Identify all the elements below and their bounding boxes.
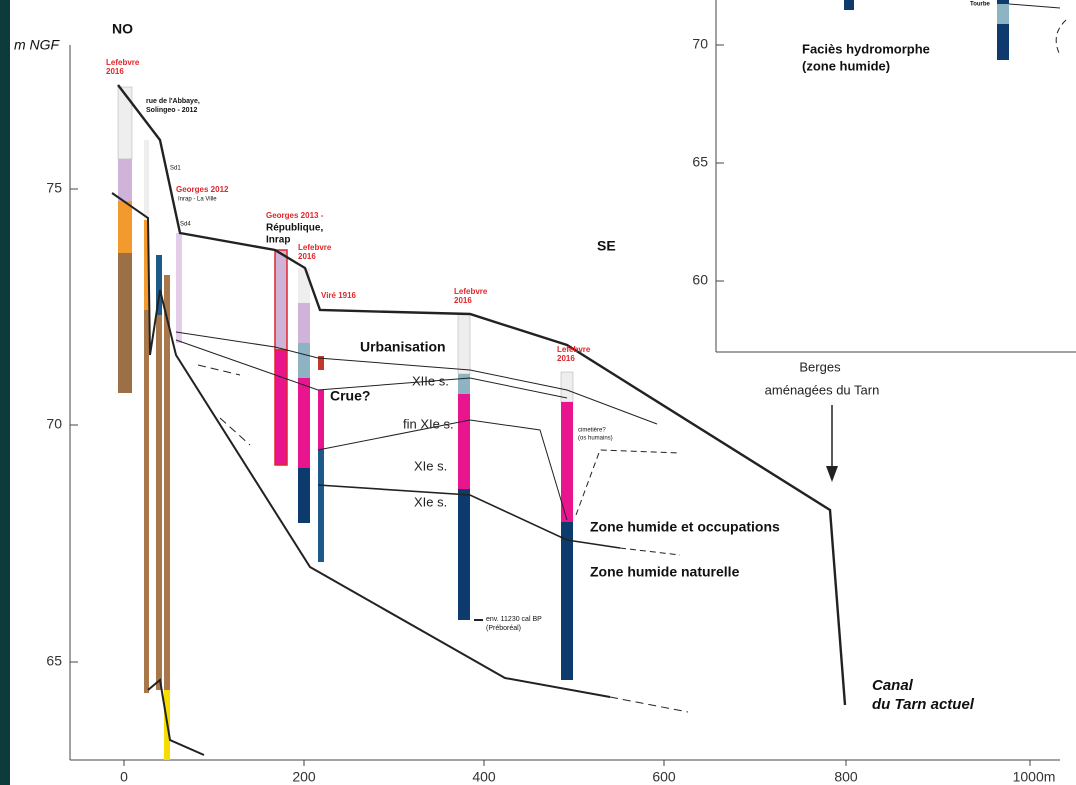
y-axis-label: m NGF [14, 37, 61, 53]
annotation: Urbanisation [360, 339, 446, 355]
annotation: (Préboréal) [486, 625, 521, 632]
inset-tick: 60 [692, 272, 708, 288]
x-tick: 0 [120, 769, 128, 785]
source-label: Lefebvre [298, 243, 332, 252]
annotation: cimetière? [578, 428, 606, 434]
frame-edge [0, 0, 10, 785]
stratigraphy [111, 84, 847, 756]
source-label: Georges 2013 - [266, 211, 324, 220]
annotation: Zone humide naturelle [590, 564, 740, 580]
annotation: aménagées du Tarn [765, 382, 880, 397]
source-label: Georges 2012 [176, 185, 229, 194]
annotation: XIe s. [414, 494, 447, 509]
annotation: Canal [872, 677, 914, 694]
annotation: fin XIe s. [403, 416, 454, 431]
x-tick: 600 [652, 769, 676, 785]
cores [117, 86, 574, 760]
source-label: Inrap [266, 235, 290, 246]
orientation-no: NO [112, 21, 133, 37]
source-label: Sd4 [180, 222, 191, 228]
x-tick: 800 [834, 769, 858, 785]
inset-label: (zone humide) [802, 58, 890, 73]
source-label: Lefebvre [454, 287, 488, 296]
source-label: Lefebvre [557, 345, 591, 354]
source-label: Lefebvre [106, 58, 140, 67]
inset-label: Faciès hydromorphe [802, 41, 930, 56]
annotation: XIe s. [414, 458, 447, 473]
source-label: 2016 [454, 296, 472, 305]
axes [69, 45, 1060, 766]
inset-label: Tourbe [970, 2, 991, 8]
annotation: env. 11230 cal BP [486, 616, 542, 623]
source-label: 2016 [557, 354, 575, 363]
annotation: Berges [799, 359, 841, 374]
inset [715, 0, 1076, 353]
orientation-se: SE [597, 238, 616, 254]
source-label: Viré 1916 [321, 291, 357, 300]
y-tick: 70 [46, 416, 62, 432]
inset-tick: 70 [692, 36, 708, 52]
x-tick: 200 [292, 769, 316, 785]
source-label: Solingeo - 2012 [146, 107, 197, 114]
annotation: (os humains) [578, 436, 613, 442]
annotation: XIIe s. [412, 373, 449, 388]
source-label: Sd1 [170, 166, 181, 172]
annotation: Zone humide et occupations [590, 519, 780, 535]
annotation: du Tarn actuel [872, 696, 975, 713]
inset-tick: 65 [692, 154, 708, 170]
annotation: Crue? [330, 388, 370, 404]
x-tick: 1000m [1013, 769, 1056, 785]
y-tick: 75 [46, 180, 62, 196]
source-label: 2016 [298, 252, 316, 261]
source-label: 2016 [106, 67, 124, 76]
y-tick: 65 [46, 653, 62, 669]
source-label: rue de l'Abbaye, [146, 98, 200, 105]
source-label: Inrap - La Ville [178, 197, 217, 203]
source-label: République, [266, 223, 323, 234]
x-tick: 400 [472, 769, 496, 785]
